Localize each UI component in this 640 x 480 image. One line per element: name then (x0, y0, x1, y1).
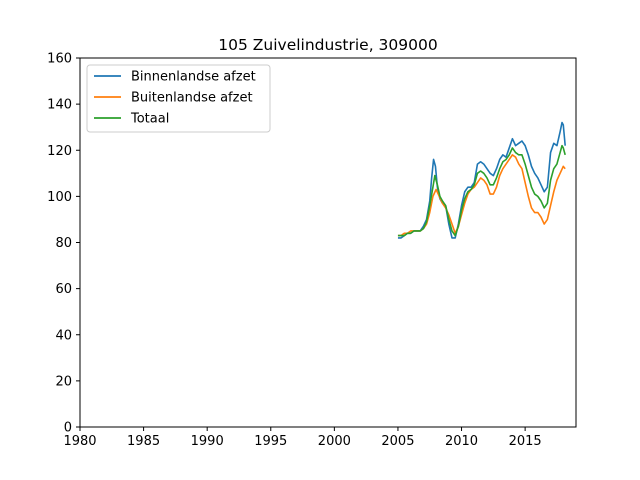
chart-title: 105 Zuivelindustrie, 309000 (218, 36, 437, 54)
series-line-1 (397, 121, 566, 239)
y-tick-label: 120 (47, 144, 72, 159)
y-tick-label: 100 (47, 190, 72, 205)
legend: Binnenlandse afzet Buitenlandse afzet Tota… (86, 64, 271, 133)
x-tick-label: 2015 (509, 434, 542, 449)
y-tick-label: 160 (47, 52, 72, 67)
y-tick-label: 20 (55, 374, 72, 389)
x-tick-label: 1985 (127, 434, 160, 449)
series-lines (397, 121, 566, 239)
x-tick-label: 2010 (445, 434, 478, 449)
y-tick-label: 40 (55, 328, 72, 343)
x-tick-label: 2005 (381, 434, 414, 449)
x-tick-label: 1990 (191, 434, 224, 449)
y-tick-label: 0 (64, 421, 72, 436)
x-tick-label: 2000 (318, 434, 351, 449)
y-tick-label: 60 (55, 282, 72, 297)
x-axis: 1980 1985 1990 1995 2000 2005 2010 2015 (63, 427, 542, 449)
legend-label: Binnenlandse afzet (131, 70, 256, 85)
y-axis: 0 20 40 60 80 100 120 140 160 (47, 52, 80, 436)
y-tick-label: 140 (47, 98, 72, 113)
legend-box (86, 64, 271, 133)
y-tick-label: 80 (55, 236, 72, 251)
legend-label: Totaal (130, 112, 169, 127)
series-line-3 (397, 144, 566, 237)
series-line-2 (397, 154, 566, 237)
x-tick-label: 1995 (254, 434, 287, 449)
x-tick-label: 1980 (63, 434, 96, 449)
legend-label: Buitenlandse afzet (131, 91, 253, 106)
